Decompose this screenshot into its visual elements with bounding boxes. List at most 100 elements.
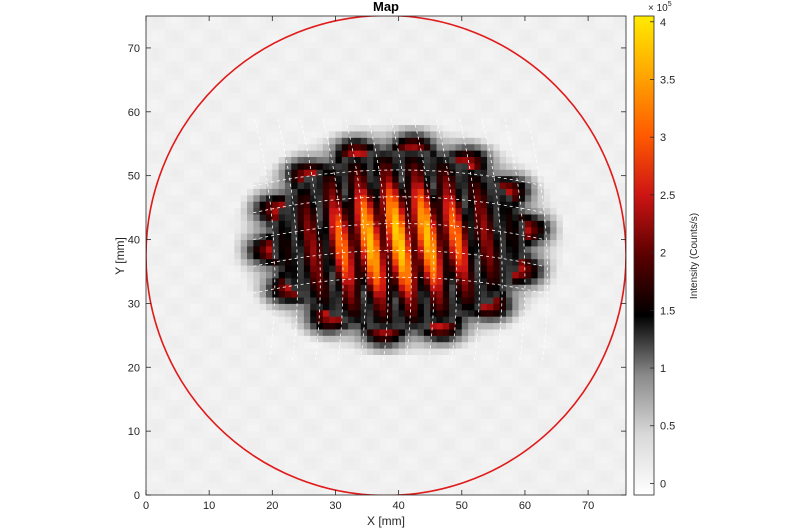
heatmap-cell: [430, 67, 438, 74]
heatmap-cell: [303, 335, 311, 343]
heatmap-cell: [228, 182, 235, 189]
heatmap-cell: [379, 482, 387, 490]
heatmap-cell: [442, 373, 450, 381]
heatmap-cell: [202, 303, 210, 311]
heatmap-cell: [341, 411, 349, 419]
heatmap-cell: [487, 233, 494, 241]
heatmap-cell: [474, 28, 482, 36]
heatmap-cell: [480, 328, 488, 336]
heatmap-cell: [480, 111, 488, 119]
heatmap-cell: [379, 92, 387, 100]
heatmap-cell: [234, 137, 242, 145]
heatmap-cell: [297, 169, 305, 177]
heatmap-cell: [455, 60, 463, 68]
heatmap-cell: [171, 111, 179, 119]
heatmap-cell: [543, 16, 551, 23]
heatmap-cell: [367, 47, 374, 55]
heatmap-cell: [506, 188, 513, 196]
heatmap-cell: [316, 22, 324, 30]
heatmap-cell: [284, 111, 292, 119]
heatmap-cell: [455, 335, 463, 343]
heatmap-cell: [341, 124, 349, 132]
heatmap-cell: [291, 437, 299, 445]
heatmap-cell: [209, 47, 216, 55]
heatmap-cell: [171, 354, 179, 362]
heatmap-cell: [506, 303, 513, 311]
heatmap-cell: [386, 482, 393, 490]
heatmap-cell: [468, 207, 475, 215]
heatmap-cell: [512, 226, 520, 234]
heatmap-cell: [354, 469, 362, 477]
heatmap-cell: [164, 488, 172, 495]
heatmap-cell: [411, 309, 419, 317]
heatmap-cell: [386, 450, 393, 458]
heatmap-cell: [354, 322, 362, 330]
heatmap-cell: [550, 284, 558, 292]
heatmap-cell: [215, 322, 223, 330]
heatmap-cell: [360, 22, 368, 30]
heatmap-cell: [436, 277, 444, 285]
heatmap-cell: [310, 354, 318, 362]
heatmap-cell: [341, 418, 349, 426]
heatmap-cell: [506, 348, 513, 355]
heatmap-cell: [531, 328, 539, 336]
heatmap-cell: [278, 443, 286, 451]
heatmap-cell: [512, 73, 520, 81]
heatmap-cell: [291, 60, 299, 68]
heatmap-cell: [152, 41, 160, 49]
heatmap-cell: [209, 162, 216, 170]
heatmap-cell: [177, 41, 185, 49]
heatmap-cell: [531, 392, 539, 400]
heatmap-cell: [468, 124, 475, 132]
heatmap-cell: [303, 118, 311, 126]
heatmap-cell: [562, 399, 570, 407]
heatmap-cell: [171, 156, 179, 164]
heatmap-cell: [417, 373, 425, 381]
heatmap-cell: [398, 182, 406, 189]
heatmap-cell: [524, 92, 532, 100]
heatmap-cell: [449, 290, 456, 298]
heatmap-cell: [386, 194, 393, 202]
heatmap-cell: [291, 22, 299, 30]
heatmap-cell: [247, 188, 254, 196]
heatmap-cell: [556, 328, 564, 336]
heatmap-cell: [240, 79, 248, 87]
heatmap-cell: [474, 316, 482, 324]
heatmap-cell: [524, 162, 532, 170]
heatmap-cell: [379, 399, 387, 407]
heatmap-cell: [164, 463, 172, 470]
heatmap-cell: [152, 303, 160, 311]
heatmap-cell: [215, 443, 223, 451]
heatmap-cell: [436, 99, 444, 106]
heatmap-cell: [423, 156, 431, 164]
heatmap-cell: [398, 469, 406, 477]
heatmap-cell: [253, 341, 261, 349]
heatmap-cell: [164, 28, 172, 36]
heatmap-cell: [468, 373, 475, 381]
heatmap-cell: [234, 424, 242, 432]
heatmap-cell: [247, 271, 254, 279]
heatmap-cell: [392, 233, 400, 241]
heatmap-cell: [221, 271, 229, 279]
heatmap-cell: [259, 35, 267, 43]
heatmap-cell: [196, 86, 204, 94]
heatmap-cell: [266, 137, 273, 145]
heatmap-cell: [297, 73, 305, 81]
heatmap-cell: [455, 220, 463, 228]
heatmap-cell: [518, 143, 526, 151]
heatmap-cell: [348, 169, 355, 177]
heatmap-cell: [190, 297, 198, 304]
heatmap-cell: [524, 373, 532, 381]
heatmap-cell: [373, 47, 381, 55]
heatmap-cell: [499, 380, 507, 387]
heatmap-cell: [196, 156, 204, 164]
heatmap-cell: [171, 239, 179, 247]
heatmap-cell: [493, 73, 501, 81]
heatmap-cell: [196, 284, 204, 292]
heatmap-cell: [348, 79, 355, 87]
heatmap-cell: [329, 277, 336, 285]
heatmap-cell: [196, 118, 204, 126]
heatmap-cell: [341, 367, 349, 375]
heatmap-cell: [158, 418, 166, 426]
heatmap-cell: [360, 182, 368, 189]
